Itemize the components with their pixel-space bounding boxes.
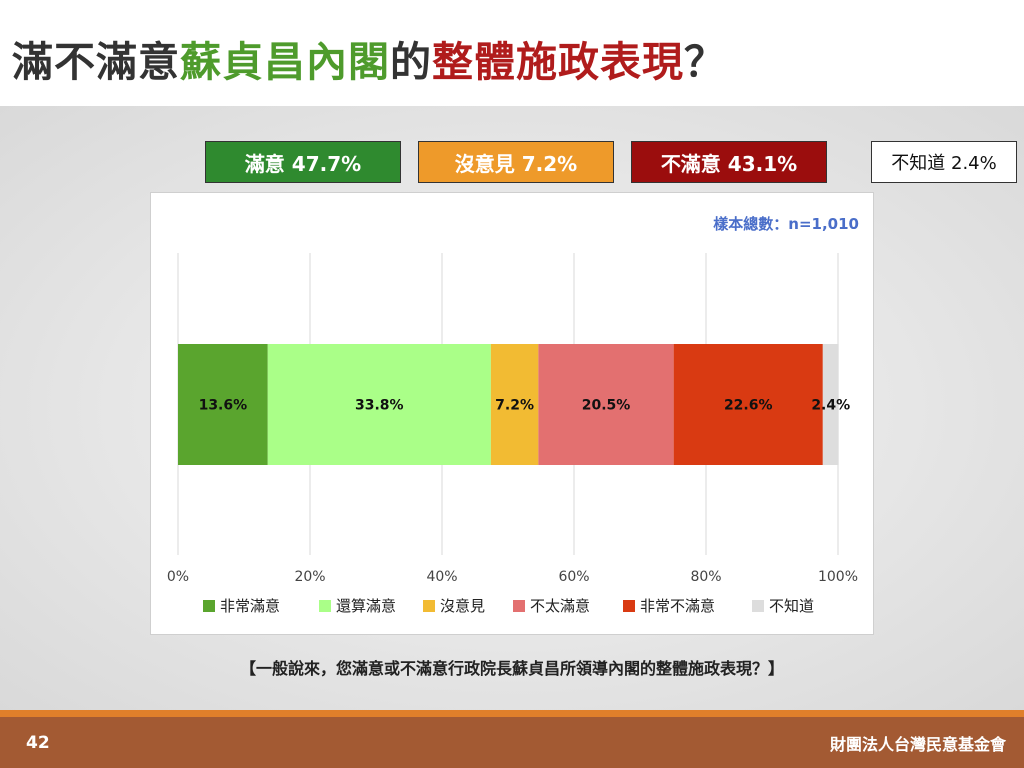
- legend-swatch: [513, 600, 525, 612]
- title-bar: 滿不滿意蘇貞昌內閣的整體施政表現？: [0, 0, 1024, 106]
- summary-no-opinion: 沒意見 7.2%: [418, 141, 614, 183]
- x-tick-label: 40%: [426, 569, 457, 585]
- legend-label: 非常不滿意: [640, 597, 715, 615]
- survey-question: 【一般說來，您滿意或不滿意行政院長蘇貞昌所領導內閣的整體施政表現？】: [239, 659, 784, 678]
- bar-segment: [490, 344, 539, 465]
- legend-label: 沒意見: [440, 597, 485, 615]
- data-label: 7.2%: [495, 398, 534, 414]
- data-label: 20.5%: [582, 398, 631, 414]
- legend-label: 不太滿意: [530, 597, 590, 615]
- legend-label: 非常滿意: [220, 597, 280, 615]
- x-tick-label: 20%: [294, 569, 325, 585]
- stacked-bar-chart: 0% 20% 40% 60% 80% 100% 13.6% 33.8% 7.2% 20.5% 22.…: [167, 253, 858, 615]
- x-tick-label: 0%: [167, 569, 189, 585]
- legend-swatch: [752, 600, 764, 612]
- data-label: 13.6%: [199, 398, 248, 414]
- bar-segment: [673, 344, 823, 465]
- x-tick-label: 60%: [558, 569, 589, 585]
- x-tick-label: 100%: [818, 569, 858, 585]
- legend-swatch: [623, 600, 635, 612]
- bar-segment: [538, 344, 674, 465]
- sample-size: 樣本總數：n=1,010: [713, 215, 859, 233]
- bar-segment: [822, 344, 839, 465]
- bar-segment: [267, 344, 491, 465]
- summary-dont-know: 不知道 2.4%: [871, 141, 1017, 183]
- title-part-2: 蘇貞昌內閣: [180, 38, 390, 86]
- summary-satisfied: 滿意 47.7%: [205, 141, 401, 183]
- title-part-5: ？: [684, 38, 726, 86]
- legend-label: 還算滿意: [336, 597, 396, 615]
- page-title: 滿不滿意蘇貞昌內閣的整體施政表現？: [12, 28, 726, 88]
- legend-swatch: [319, 600, 331, 612]
- footer-accent-line: [0, 710, 1024, 717]
- legend-swatch: [203, 600, 215, 612]
- title-part-1: 滿不滿意: [12, 38, 180, 86]
- legend-swatch: [423, 600, 435, 612]
- organization-name: 財團法人台灣民意基金會: [829, 735, 1006, 754]
- legend-label: 不知道: [769, 597, 814, 615]
- chart-panel: 樣本總數：n=1,010 0% 20% 40% 60% 80% 100% 13.6% 33.8…: [150, 192, 874, 635]
- title-part-3: 的: [390, 38, 432, 86]
- x-tick-label: 80%: [690, 569, 721, 585]
- title-part-4: 整體施政表現: [432, 38, 684, 86]
- footer-bar: 42 財團法人台灣民意基金會: [0, 717, 1024, 768]
- data-label: 33.8%: [355, 398, 404, 414]
- summary-dissatisfied: 不滿意 43.1%: [631, 141, 827, 183]
- bar-segment: [178, 344, 268, 465]
- data-label: 2.4%: [811, 398, 850, 414]
- data-label: 22.6%: [724, 398, 773, 414]
- page-number: 42: [26, 733, 50, 753]
